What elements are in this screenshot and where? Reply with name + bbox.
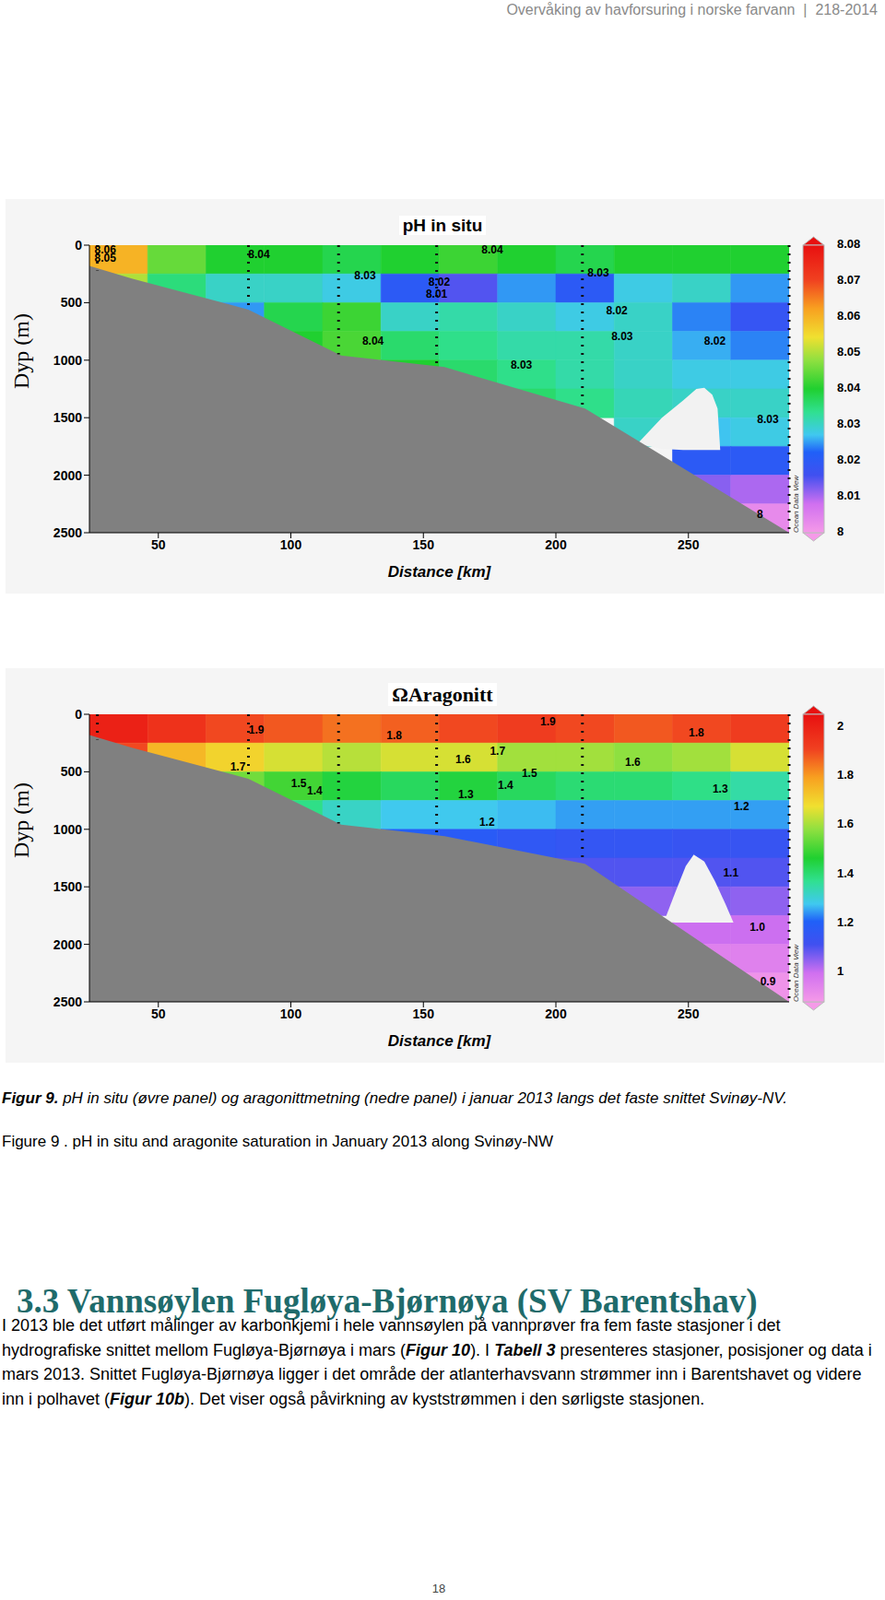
svg-text:Ocean Data View: Ocean Data View (791, 474, 801, 533)
svg-text:1.9: 1.9 (540, 715, 556, 729)
svg-text:8.06: 8.06 (94, 243, 117, 257)
svg-text:1.7: 1.7 (489, 744, 506, 758)
svg-text:0: 0 (74, 707, 83, 722)
svg-text:150: 150 (413, 537, 436, 553)
svg-text:1.3: 1.3 (712, 782, 729, 796)
svg-text:250: 250 (677, 537, 700, 553)
svg-text:1.4: 1.4 (837, 866, 855, 881)
svg-text:1000: 1000 (53, 353, 83, 368)
svg-text:8.04: 8.04 (481, 243, 504, 257)
svg-text:8.03: 8.03 (837, 416, 861, 431)
svg-text:8.02: 8.02 (837, 452, 861, 467)
svg-text:8.02: 8.02 (605, 304, 628, 318)
html-text:Figure 9 . pH in situ and arag: Figure 9 . pH in situ and aragonite satu… (1, 1132, 554, 1151)
svg-text:0: 0 (74, 237, 83, 253)
svg-text:8.05: 8.05 (837, 344, 861, 359)
svg-text:2500: 2500 (53, 525, 83, 541)
svg-text:1.5: 1.5 (291, 777, 307, 791)
html-text:18: 18 (432, 1581, 446, 1596)
svg-text:250: 250 (677, 1006, 700, 1022)
svg-text:1500: 1500 (53, 410, 83, 425)
svg-text:200: 200 (544, 537, 567, 553)
html-text:pH in situ: pH in situ (402, 215, 483, 236)
svg-text:1.2: 1.2 (479, 815, 496, 829)
svg-text:8.03: 8.03 (587, 266, 610, 280)
svg-text:1.8: 1.8 (837, 767, 854, 782)
svg-text:8.05: 8.05 (94, 251, 118, 265)
svg-text:8.02: 8.02 (428, 275, 451, 289)
svg-text:2500: 2500 (53, 994, 83, 1010)
svg-text:100: 100 (280, 1006, 303, 1022)
svg-text:50: 50 (151, 537, 166, 553)
svg-text:0.9: 0.9 (760, 975, 777, 989)
html-text:I 2013 ble det utført målinger: I 2013 ble det utført målinger av karbon… (1, 1316, 872, 1409)
svg-text:8.08: 8.08 (837, 236, 861, 251)
svg-text:Dyp (m): Dyp (m) (9, 782, 34, 859)
svg-text:8.06: 8.06 (837, 308, 861, 323)
svg-text:1.3: 1.3 (458, 788, 474, 802)
html-text:ΩAragonitt: ΩAragonitt (392, 683, 493, 707)
svg-text:1.6: 1.6 (625, 755, 641, 769)
svg-text:8.03: 8.03 (756, 413, 779, 426)
svg-text:8.03: 8.03 (611, 330, 634, 343)
svg-text:1.6: 1.6 (837, 816, 854, 831)
svg-text:1.6: 1.6 (455, 753, 472, 767)
svg-text:8.01: 8.01 (837, 488, 861, 503)
svg-text:Distance [km]: Distance [km] (388, 563, 493, 581)
svg-text:1.1: 1.1 (722, 866, 739, 880)
svg-text:2000: 2000 (53, 468, 83, 484)
svg-text:8: 8 (756, 507, 764, 521)
svg-text:8.03: 8.03 (510, 358, 533, 372)
html-text:Figur 9. pH in situ (øvre pane: Figur 9. pH in situ (øvre panel) og arag… (1, 1089, 788, 1108)
html-text:3.3 Vannsøylen Fugløya-Bjørnøy: 3.3 Vannsøylen Fugløya-Bjørnøya (SV Bare… (16, 1282, 758, 1321)
svg-text:100: 100 (280, 537, 303, 553)
svg-text:1000: 1000 (53, 822, 83, 838)
html-text:Overvåking av havforsuring i n: Overvåking av havforsuring i norske farv… (506, 1, 878, 18)
svg-text:8.01: 8.01 (425, 287, 449, 301)
svg-text:1.5: 1.5 (521, 767, 538, 780)
svg-text:1.2: 1.2 (733, 800, 750, 814)
svg-text:500: 500 (60, 295, 83, 310)
svg-text:1.8: 1.8 (386, 729, 402, 743)
svg-text:1.9: 1.9 (248, 723, 265, 737)
svg-text:1.8: 1.8 (688, 726, 705, 740)
svg-text:500: 500 (60, 764, 83, 779)
svg-text:8.03: 8.03 (354, 269, 377, 283)
svg-text:1500: 1500 (53, 879, 83, 895)
svg-text:Dyp (m): Dyp (m) (9, 313, 34, 390)
svg-text:150: 150 (413, 1006, 436, 1022)
svg-text:1.7: 1.7 (230, 760, 247, 774)
svg-text:1: 1 (837, 964, 844, 979)
svg-text:8.04: 8.04 (837, 380, 862, 395)
svg-text:200: 200 (544, 1006, 567, 1022)
svg-text:Ocean Data View: Ocean Data View (791, 944, 801, 1003)
svg-text:1.4: 1.4 (306, 784, 323, 798)
svg-text:Distance [km]: Distance [km] (388, 1032, 493, 1051)
svg-text:1.0: 1.0 (749, 920, 766, 934)
svg-text:8.04: 8.04 (362, 334, 385, 348)
svg-text:8.02: 8.02 (704, 334, 727, 348)
svg-text:2000: 2000 (53, 937, 83, 953)
svg-text:8.07: 8.07 (837, 272, 861, 287)
svg-text:1.4: 1.4 (497, 778, 514, 792)
svg-text:8.04: 8.04 (247, 247, 271, 261)
svg-text:50: 50 (151, 1006, 166, 1022)
svg-text:8: 8 (837, 524, 844, 539)
svg-text:2: 2 (837, 719, 844, 733)
svg-text:1.2: 1.2 (837, 915, 854, 930)
